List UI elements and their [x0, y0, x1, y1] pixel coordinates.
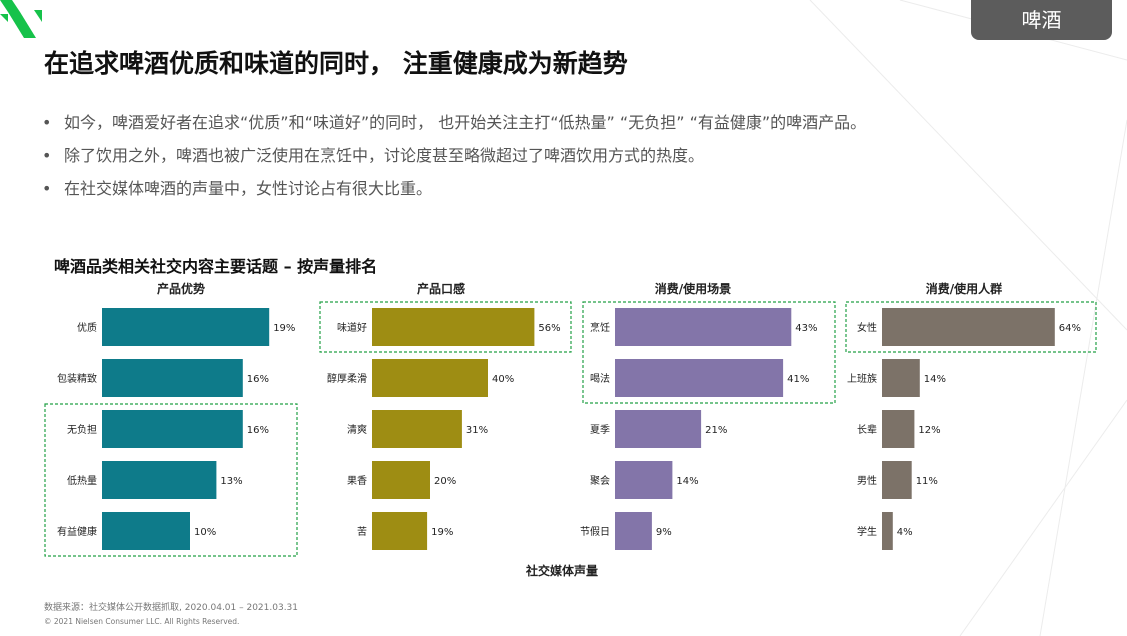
value-label: 10% [194, 527, 216, 538]
category-label: 烹饪 [590, 321, 610, 334]
value-label: 16% [247, 374, 269, 385]
highlight-box [845, 301, 1097, 353]
value-label: 21% [705, 425, 727, 436]
value-label: 19% [431, 527, 453, 538]
chart-title: 消费/使用场景 [655, 281, 731, 296]
value-label: 43% [795, 323, 817, 334]
category-label: 醇厚柔滑 [327, 372, 367, 385]
bar [615, 512, 652, 550]
category-label: 低热量 [67, 474, 97, 487]
x-axis-label: 社交媒体声量 [525, 564, 598, 578]
value-label: 19% [273, 323, 295, 334]
bar [102, 308, 270, 346]
nielsen-logo-icon [0, 0, 42, 38]
bar [102, 410, 243, 448]
bar [372, 461, 430, 499]
bar [882, 512, 893, 550]
bullet-item: • 在社交媒体啤酒的声量中，女性讨论占有很大比重。 [42, 178, 1062, 199]
charts-title: 啤酒品类相关社交内容主要话题 – 按声量排名 [54, 257, 378, 276]
value-label: 14% [924, 374, 946, 385]
bullet-list: • 如今，啤酒爱好者在追求“优质”和“味道好”的同时， 也开始关注主打“低热量” … [42, 112, 1062, 211]
value-label: 13% [220, 476, 242, 487]
category-label: 上班族 [847, 372, 877, 385]
bullet-text: 除了饮用之外，啤酒也被广泛使用在烹饪中，讨论度甚至略微超过了啤酒饮用方式的热度。 [64, 146, 705, 165]
value-label: 31% [466, 425, 488, 436]
category-label: 节假日 [580, 525, 610, 538]
highlight-box [44, 403, 298, 557]
category-label: 有益健康 [57, 525, 97, 538]
value-label: 41% [787, 374, 809, 385]
bar [372, 359, 488, 397]
bar [372, 308, 535, 346]
copyright-note: © 2021 Nielsen Consumer LLC. All Rights … [44, 617, 240, 626]
value-label: 16% [247, 425, 269, 436]
category-label: 长辈 [857, 423, 877, 436]
bar [615, 461, 673, 499]
bar [882, 308, 1055, 346]
bar [882, 359, 920, 397]
category-label: 果香 [347, 475, 367, 487]
data-source-note: 数据来源：社交媒体公开数据抓取, 2020.04.01 – 2021.03.31 [44, 603, 299, 613]
value-label: 11% [916, 476, 938, 487]
highlight-box [319, 301, 572, 353]
bullet-item: • 如今，啤酒爱好者在追求“优质”和“味道好”的同时， 也开始关注主打“低热量” … [42, 112, 1062, 133]
value-label: 12% [918, 425, 940, 436]
bar [615, 308, 792, 346]
value-label: 64% [1059, 323, 1081, 334]
category-label: 苦 [357, 525, 367, 538]
bar [102, 461, 217, 499]
category-tag: 啤酒 [971, 0, 1112, 40]
value-label: 40% [492, 374, 514, 385]
chart-title: 产品优势 [157, 281, 205, 296]
category-label: 女性 [857, 321, 877, 334]
bullet-marker: • [42, 179, 52, 198]
bullet-marker: • [42, 146, 52, 165]
category-label: 清爽 [347, 423, 367, 436]
category-label: 包装精致 [57, 372, 97, 385]
value-label: 20% [434, 476, 456, 487]
value-label: 56% [538, 323, 560, 334]
category-label: 夏季 [590, 424, 610, 436]
page-title: 在追求啤酒优质和味道的同时， 注重健康成为新趋势 [44, 49, 628, 78]
bar [882, 461, 912, 499]
category-label: 喝法 [590, 372, 610, 385]
category-label: 聚会 [590, 474, 610, 487]
category-label: 味道好 [337, 321, 367, 334]
bar [615, 410, 702, 448]
value-label: 14% [676, 476, 698, 487]
bar [372, 410, 462, 448]
category-label: 男性 [857, 474, 877, 487]
bar [615, 359, 784, 397]
bar [372, 512, 428, 550]
bar [882, 410, 915, 448]
bar [102, 359, 243, 397]
value-label: 9% [656, 527, 672, 538]
bullet-marker: • [42, 113, 52, 132]
chart-title: 产品口感 [417, 281, 465, 296]
category-label: 学生 [857, 525, 877, 538]
bullet-text: 在社交媒体啤酒的声量中，女性讨论占有很大比重。 [64, 179, 433, 198]
bullet-text: 如今，啤酒爱好者在追求“优质”和“味道好”的同时， 也开始关注主打“低热量” “… [64, 113, 867, 132]
value-label: 4% [897, 527, 913, 538]
category-label: 优质 [77, 321, 97, 334]
chart-title: 消费/使用人群 [926, 281, 1002, 296]
bar [102, 512, 190, 550]
highlight-box [582, 301, 836, 404]
category-label: 无负担 [67, 423, 97, 436]
bullet-item: • 除了饮用之外，啤酒也被广泛使用在烹饪中，讨论度甚至略微超过了啤酒饮用方式的热度… [42, 145, 1062, 166]
